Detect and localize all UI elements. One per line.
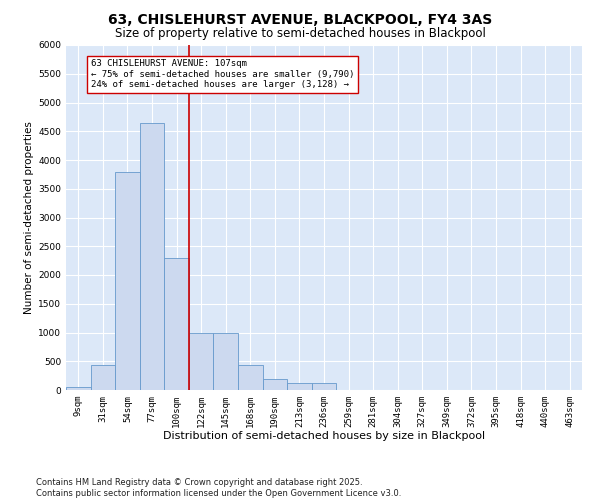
Y-axis label: Number of semi-detached properties: Number of semi-detached properties — [24, 121, 34, 314]
Bar — [164, 258, 189, 390]
Text: Contains HM Land Registry data © Crown copyright and database right 2025.
Contai: Contains HM Land Registry data © Crown c… — [36, 478, 401, 498]
Bar — [312, 383, 336, 390]
Bar — [115, 172, 140, 390]
Bar — [189, 332, 214, 390]
Bar — [140, 122, 164, 390]
Text: 63 CHISLEHURST AVENUE: 107sqm
← 75% of semi-detached houses are smaller (9,790)
: 63 CHISLEHURST AVENUE: 107sqm ← 75% of s… — [91, 60, 354, 89]
Bar — [263, 378, 287, 390]
Bar — [214, 332, 238, 390]
Bar — [238, 366, 263, 390]
Text: 63, CHISLEHURST AVENUE, BLACKPOOL, FY4 3AS: 63, CHISLEHURST AVENUE, BLACKPOOL, FY4 3… — [108, 12, 492, 26]
X-axis label: Distribution of semi-detached houses by size in Blackpool: Distribution of semi-detached houses by … — [163, 432, 485, 442]
Text: Size of property relative to semi-detached houses in Blackpool: Size of property relative to semi-detach… — [115, 28, 485, 40]
Bar — [287, 382, 312, 390]
Bar — [66, 387, 91, 390]
Bar — [91, 366, 115, 390]
